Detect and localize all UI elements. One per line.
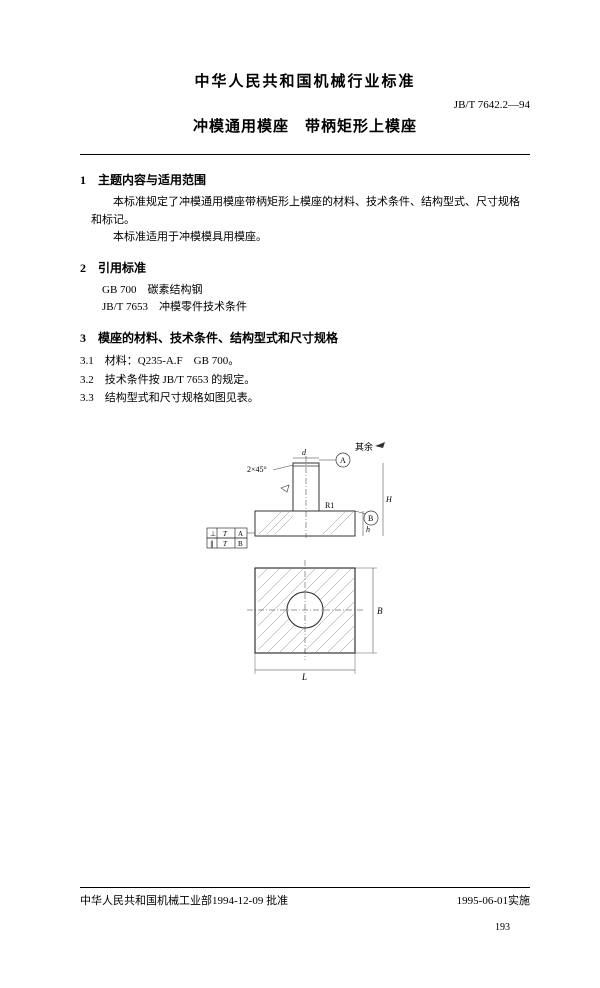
dim-H: H — [385, 495, 393, 504]
datum-a: A — [340, 456, 346, 465]
radius-label: R1 — [325, 501, 334, 510]
section-2-heading: 2 引用标准 — [80, 259, 530, 276]
tolerance-frame: ⊥ T A ∥ T B — [207, 528, 255, 548]
plan-view: L B — [247, 560, 383, 682]
page-number: 193 — [495, 922, 510, 933]
technical-diagram: 其余 2×45° R1 — [80, 438, 530, 708]
item-3-3: 3.3 结构型式和尺寸规格如图见表。 — [80, 389, 530, 408]
footer-effective: 1995-06-01实施 — [457, 892, 530, 908]
reference-2: JB/T 7653 冲模零件技术条件 — [102, 299, 530, 317]
datum-b: B — [368, 514, 373, 523]
page-footer: 中华人民共和国机械工业部1994-12-09 批准 1995-06-01实施 — [80, 887, 530, 908]
diagram-svg: 其余 2×45° R1 — [185, 438, 425, 708]
chamfer-label: 2×45° — [247, 465, 267, 474]
standard-code: JB/T 7642.2—94 — [80, 99, 530, 111]
front-elevation: 2×45° R1 d A B H h — [247, 448, 393, 538]
dim-d: d — [302, 448, 307, 457]
item-3-2: 3.2 技术条件按 JB/T 7653 的规定。 — [80, 371, 530, 390]
dim-L: L — [301, 672, 307, 682]
svg-text:∥: ∥ — [210, 540, 214, 548]
finish-mark-icon — [281, 485, 289, 492]
section-1-num: 1 — [80, 173, 86, 187]
org-title: 中华人民共和国机械行业标准 — [80, 70, 530, 91]
dim-h: h — [366, 525, 370, 534]
tol-a-1: A — [238, 530, 243, 538]
section-1-title: 主题内容与适用范围 — [98, 173, 206, 187]
tol-b-2: B — [238, 540, 243, 548]
reference-1: GB 700 碳素结构钢 — [102, 282, 530, 300]
finish-symbol-icon — [375, 442, 385, 448]
tol-t-2: T — [223, 540, 228, 548]
footer-approval: 中华人民共和国机械工业部1994-12-09 批准 — [80, 892, 288, 908]
section-3-title: 模座的材料、技术条件、结构型式和尺寸规格 — [98, 331, 338, 345]
section-2-title: 引用标准 — [98, 261, 146, 275]
section-3-num: 3 — [80, 331, 86, 345]
section-1-para-1: 本标准规定了冲模通用模座带柄矩形上模座的材料、技术条件、结构型式、尺寸规格和标记… — [91, 194, 530, 229]
section-1-para-2: 本标准适用于冲模模具用模座。 — [91, 229, 530, 247]
dim-B: B — [377, 606, 383, 616]
section-1-heading: 1 主题内容与适用范围 — [80, 171, 530, 188]
tol-t-1: T — [223, 530, 228, 538]
item-3-1: 3.1 材料：Q235-A.F GB 700。 — [80, 352, 530, 371]
svg-text:⊥: ⊥ — [210, 530, 216, 538]
section-2-num: 2 — [80, 261, 86, 275]
diagram-label-rest: 其余 — [355, 441, 373, 452]
document-title: 冲模通用模座 带柄矩形上模座 — [80, 115, 530, 136]
divider — [80, 154, 530, 155]
document-page: 中华人民共和国机械行业标准 JB/T 7642.2—94 冲模通用模座 带柄矩形… — [0, 0, 600, 988]
section-3-heading: 3 模座的材料、技术条件、结构型式和尺寸规格 — [80, 329, 530, 346]
